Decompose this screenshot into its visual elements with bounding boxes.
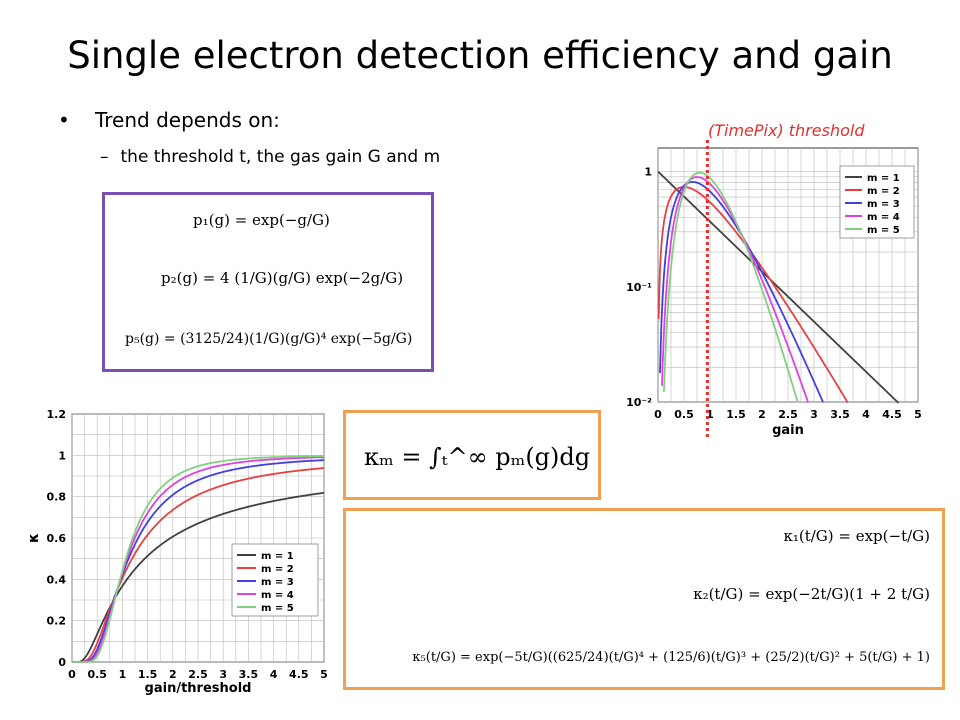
probability-equations-box: p₁(g) = exp(−g/G) p₂(g) = 4 (1/G)(g/G) e… xyxy=(102,192,434,372)
y-axis-label: κ xyxy=(26,533,42,543)
legend-label: m = 1 xyxy=(261,551,294,562)
x-tick-label: 4 xyxy=(270,668,278,681)
y-tick-label: 1.2 xyxy=(47,408,67,421)
x-tick-label: 2.5 xyxy=(778,408,798,421)
x-tick-label: 3 xyxy=(219,668,227,681)
bullet-sub-text: the threshold t, the gas gain G and m xyxy=(120,147,441,167)
efficiency-chart: 0 0.5 1 1.5 2 2.5 3 3.5 4 4.5 5 0 0.2 0.4 0.6 0.8 1 1.2 ga… xyxy=(26,408,328,696)
legend-label: m = 4 xyxy=(867,212,900,223)
probability-equations: p₁(g) = exp(−g/G) p₂(g) = 4 (1/G)(g/G) e… xyxy=(125,211,412,347)
equation-kappa1: κ₁(t/G) = exp(−t/G) xyxy=(783,527,930,545)
equation-kappa5: κ₅(t/G) = exp(−5t/G)((625/24)(t/G)⁴ + (1… xyxy=(412,650,930,665)
x-tick-label: 1 xyxy=(119,668,127,681)
series-line xyxy=(663,171,799,403)
legend-label: m = 5 xyxy=(867,225,900,236)
x-tick-label: 2.5 xyxy=(188,668,208,681)
x-tick-label: 4.5 xyxy=(882,408,902,421)
equation-p5: p₅(g) = (3125/24)(1/G)(g/G)⁴ exp(−5g/G) xyxy=(125,331,412,347)
y-tick-label: 1 xyxy=(58,449,66,462)
y-tick-label: 10⁻² xyxy=(626,396,652,409)
x-tick-label: 3.5 xyxy=(830,408,850,421)
x-tick-label: 3.5 xyxy=(239,668,259,681)
bullet-main-text: Trend depends on: xyxy=(95,108,280,132)
x-tick-label: 4.5 xyxy=(289,668,309,681)
equation-p2: p₂(g) = 4 (1/G)(g/G) exp(−2g/G) xyxy=(161,269,403,287)
x-tick-label: 0 xyxy=(68,668,76,681)
legend-label: m = 5 xyxy=(261,603,294,614)
threshold-label: (TimePix) threshold xyxy=(708,121,865,140)
y-tick-label: 0 xyxy=(58,656,66,669)
bullet-sub: – the threshold t, the gas gain G and m xyxy=(100,147,440,167)
x-tick-label: 1.5 xyxy=(138,668,158,681)
equation-kappa-m: κₘ = ∫ₜ^∞ pₘ(g)dg xyxy=(364,443,590,471)
kappa-formulas-box: κ₁(t/G) = exp(−t/G) κ₂(t/G) = exp(−2t/G)… xyxy=(343,508,945,690)
y-tick-label: 1 xyxy=(644,166,652,179)
legend-label: m = 2 xyxy=(261,564,294,575)
kappa-formulas: κ₁(t/G) = exp(−t/G) κ₂(t/G) = exp(−2t/G)… xyxy=(412,527,930,665)
x-tick-label: 0.5 xyxy=(674,408,694,421)
x-tick-label: 2 xyxy=(169,668,177,681)
x-tick-label: 0.5 xyxy=(87,668,107,681)
slide-title: Single electron detection efficiency and… xyxy=(67,34,893,77)
x-axis-label: gain xyxy=(772,423,804,438)
x-tick-label: 3 xyxy=(810,408,818,421)
kappa-integral-box: κₘ = ∫ₜ^∞ pₘ(g)dg xyxy=(343,410,601,500)
sub-marker: – xyxy=(100,147,109,167)
legend-label: m = 3 xyxy=(261,577,294,588)
x-tick-label: 0 xyxy=(654,408,662,421)
y-tick-label: 10⁻¹ xyxy=(626,281,652,294)
x-tick-label: 1 xyxy=(706,408,714,421)
kappa-integral: κₘ = ∫ₜ^∞ pₘ(g)dg xyxy=(364,443,590,471)
x-tick-label: 5 xyxy=(914,408,922,421)
legend-label: m = 2 xyxy=(867,186,900,197)
x-tick-label: 1.5 xyxy=(726,408,746,421)
y-tick-label: 0.4 xyxy=(47,573,67,586)
y-tick-label: 0.2 xyxy=(47,615,67,628)
x-tick-label: 5 xyxy=(320,668,328,681)
y-tick-label: 0.8 xyxy=(47,491,67,504)
legend-label: m = 1 xyxy=(867,173,900,184)
legend-label: m = 3 xyxy=(867,199,900,210)
equation-kappa2: κ₂(t/G) = exp(−2t/G)(1 + 2 t/G) xyxy=(693,585,930,603)
gain-distribution-chart: 0 0.5 1 1.5 2 2.5 3 3.5 4 4.5 5 1 10⁻¹ 10⁻² gain m = 1 m… xyxy=(626,140,922,440)
x-tick-label: 4 xyxy=(862,408,870,421)
bullet-marker: • xyxy=(58,108,70,132)
equation-p1: p₁(g) = exp(−g/G) xyxy=(193,211,330,229)
x-axis-label: gain/threshold xyxy=(145,681,252,696)
y-tick-label: 0.6 xyxy=(47,532,67,545)
x-tick-label: 2 xyxy=(758,408,766,421)
series-line xyxy=(72,455,324,663)
legend-label: m = 4 xyxy=(261,590,294,601)
series-line xyxy=(657,170,900,404)
